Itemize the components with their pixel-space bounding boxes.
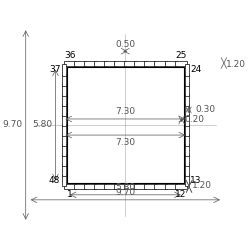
Bar <box>124 184 136 189</box>
Bar <box>62 94 66 106</box>
Text: 48: 48 <box>49 176 60 185</box>
Text: 9.70: 9.70 <box>2 120 23 130</box>
Bar <box>185 114 189 126</box>
Text: 1.20: 1.20 <box>192 181 212 190</box>
Bar <box>185 164 189 176</box>
Bar <box>74 184 86 189</box>
Text: 37: 37 <box>49 65 60 74</box>
Bar <box>164 184 176 189</box>
Bar <box>185 84 189 96</box>
Bar <box>154 184 166 189</box>
Bar <box>74 61 86 66</box>
Text: 7.30: 7.30 <box>115 107 135 116</box>
Bar <box>144 61 156 66</box>
Bar <box>104 61 116 66</box>
Text: 0.20: 0.20 <box>184 116 204 124</box>
Bar <box>134 61 146 66</box>
Bar <box>154 61 166 66</box>
Bar <box>144 184 156 189</box>
Bar <box>62 104 66 116</box>
Text: 13: 13 <box>190 176 202 185</box>
Bar <box>185 134 189 146</box>
Bar <box>62 134 66 146</box>
Text: 36: 36 <box>64 51 76 60</box>
Bar <box>84 184 96 189</box>
Text: 1.20: 1.20 <box>226 60 246 69</box>
Text: 0.50: 0.50 <box>115 40 135 49</box>
Text: 0.30: 0.30 <box>195 106 215 114</box>
Bar <box>124 61 136 66</box>
Bar <box>104 184 116 189</box>
Bar <box>62 74 66 86</box>
Bar <box>67 67 184 183</box>
Text: 1: 1 <box>67 190 73 199</box>
Bar <box>185 144 189 156</box>
Bar <box>185 104 189 116</box>
Bar <box>62 144 66 156</box>
Bar <box>164 61 176 66</box>
Bar <box>185 64 189 76</box>
Bar <box>185 154 189 166</box>
Bar <box>185 74 189 86</box>
Text: 9.70: 9.70 <box>115 188 135 197</box>
Bar <box>174 184 187 189</box>
Text: 5.80: 5.80 <box>32 120 52 130</box>
Bar <box>62 174 66 186</box>
Bar <box>64 61 76 66</box>
Bar <box>62 154 66 166</box>
Bar <box>62 64 66 76</box>
Text: 7.30: 7.30 <box>115 138 135 147</box>
Bar <box>114 184 126 189</box>
Bar <box>185 124 189 136</box>
Bar <box>185 94 189 106</box>
Text: 12: 12 <box>175 190 186 199</box>
Bar <box>185 174 189 186</box>
Bar <box>94 61 106 66</box>
Bar <box>134 184 146 189</box>
Bar <box>94 184 106 189</box>
Text: 25: 25 <box>175 51 186 60</box>
Bar <box>62 114 66 126</box>
Text: 5.80: 5.80 <box>115 183 135 192</box>
Bar <box>84 61 96 66</box>
Bar <box>174 61 187 66</box>
Bar <box>62 124 66 136</box>
Text: 24: 24 <box>190 65 202 74</box>
Bar <box>62 164 66 176</box>
Bar <box>64 184 76 189</box>
Bar <box>62 84 66 96</box>
Bar <box>114 61 126 66</box>
